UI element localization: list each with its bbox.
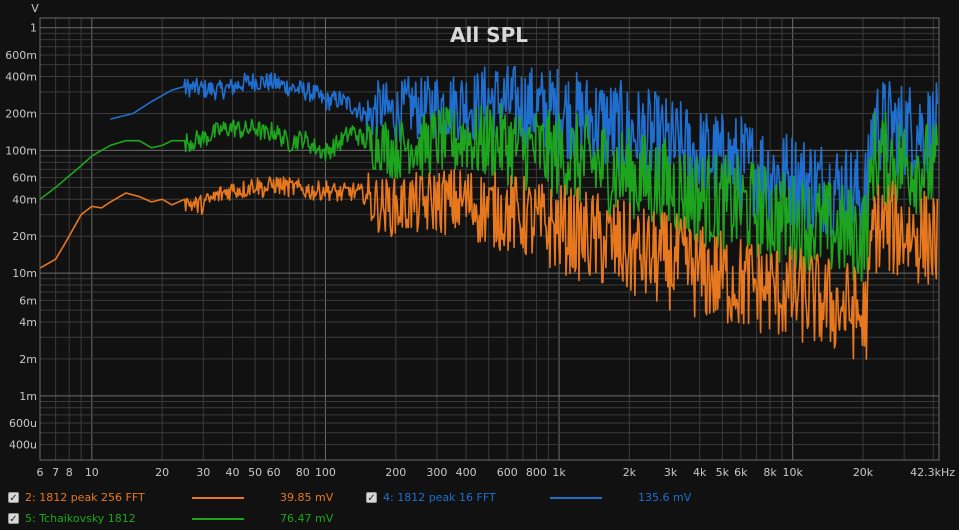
y-tick-label: 600u [9,417,37,430]
y-tick-label: 400m [5,71,37,84]
x-tick-label: 10k [782,466,803,479]
plot-frame [39,17,940,461]
y-tick-label: 100m [5,144,37,157]
checkbox-series-4[interactable]: ✓ [366,492,377,504]
x-tick-label: 4k [693,466,707,479]
x-tick-label: 200 [385,466,406,479]
legend-label-series-2: 2: 1812 peak 256 FFT [25,491,145,504]
x-tick-label: 5k [716,466,730,479]
spl-chart: 6 7 8 10 20 30 40 50 60 80 100 200 300 400 600 800 1k 2k 3… [5,2,956,479]
x-tick-label: 400 [456,466,477,479]
legend-label-series-5: 5: Tchaikovsky 1812 [25,512,136,525]
legend-label-series-4: 4: 1812 peak 16 FFT [383,491,496,504]
checkbox-series-2[interactable]: ✓ [8,492,19,504]
x-tick-label: 42.3kHz [910,466,955,479]
y-tick-label: 600m [5,49,37,62]
y-tick-label: 60m [12,172,37,185]
legend-swatch-series-4 [550,497,602,499]
x-tick-label: 8k [763,466,777,479]
y-tick-label: 2m [19,353,37,366]
legend-item-series-4[interactable]: ✓ 4: 1812 peak 16 FFT [366,491,496,504]
x-tick-label: 30 [196,466,210,479]
y-tick-label: 4m [19,316,37,329]
x-tick-label: 300 [426,466,447,479]
x-tick-label: 80 [296,466,310,479]
x-tick-label: 7 [52,466,59,479]
checkbox-series-5[interactable]: ✓ [8,513,19,525]
y-tick-label: 400u [9,439,37,452]
legend-swatch-series-5 [192,518,244,520]
x-tick-label: 6 [37,466,44,479]
legend-item-series-2[interactable]: ✓ 2: 1812 peak 256 FFT [8,491,145,504]
x-tick-label: 20 [155,466,169,479]
x-tick-label: 8 [66,466,73,479]
x-tick-label: 800 [526,466,547,479]
x-tick-label: 2k [623,466,637,479]
series-2-group [39,169,939,360]
y-tick-label: 20m [12,230,37,243]
x-tick-label: 6k [734,466,748,479]
x-tick-labels: 6 7 8 10 20 30 40 50 60 80 100 200 300 400 600 800 1k 2k 3… [37,466,956,479]
series-group [39,65,939,360]
x-tick-label: 100 [315,466,336,479]
y-tick-label: 6m [19,294,37,307]
x-tick-label: 3k [664,466,678,479]
series-5-group [39,102,939,282]
y-tick-label: 200m [5,107,37,120]
y-axis-label: V [31,2,39,15]
legend-value-series-5: 76.47 mV [280,512,334,525]
legend-value-series-4: 135.6 mV [638,491,692,504]
x-tick-label: 60 [267,466,281,479]
x-tick-label: 40 [225,466,239,479]
x-tick-label: 600 [497,466,518,479]
legend-swatch-series-2 [192,497,244,499]
series-line-5 [39,102,939,282]
chart-title: All SPL [450,23,528,47]
x-tick-label: 20k [853,466,874,479]
y-tick-labels: 1 600m 400m 200m 100m 60m 40m 20m 10m 6m 4m 2m 1m 600… [5,22,37,452]
legend-value-series-2: 39.85 mV [280,491,334,504]
x-tick-label: 10 [85,466,99,479]
series-line-2 [39,169,939,360]
y-tick-label: 40m [12,193,37,206]
y-tick-label: 1m [19,390,37,403]
y-tick-label: 1 [30,22,37,35]
legend-item-series-5[interactable]: ✓ 5: Tchaikovsky 1812 [8,512,136,525]
x-tick-label: 1k [552,466,566,479]
x-tick-label: 50 [248,466,262,479]
legend: ✓ 2: 1812 peak 256 FFT 39.85 mV ✓ 4: 181… [0,486,959,530]
y-tick-label: 10m [12,267,37,280]
